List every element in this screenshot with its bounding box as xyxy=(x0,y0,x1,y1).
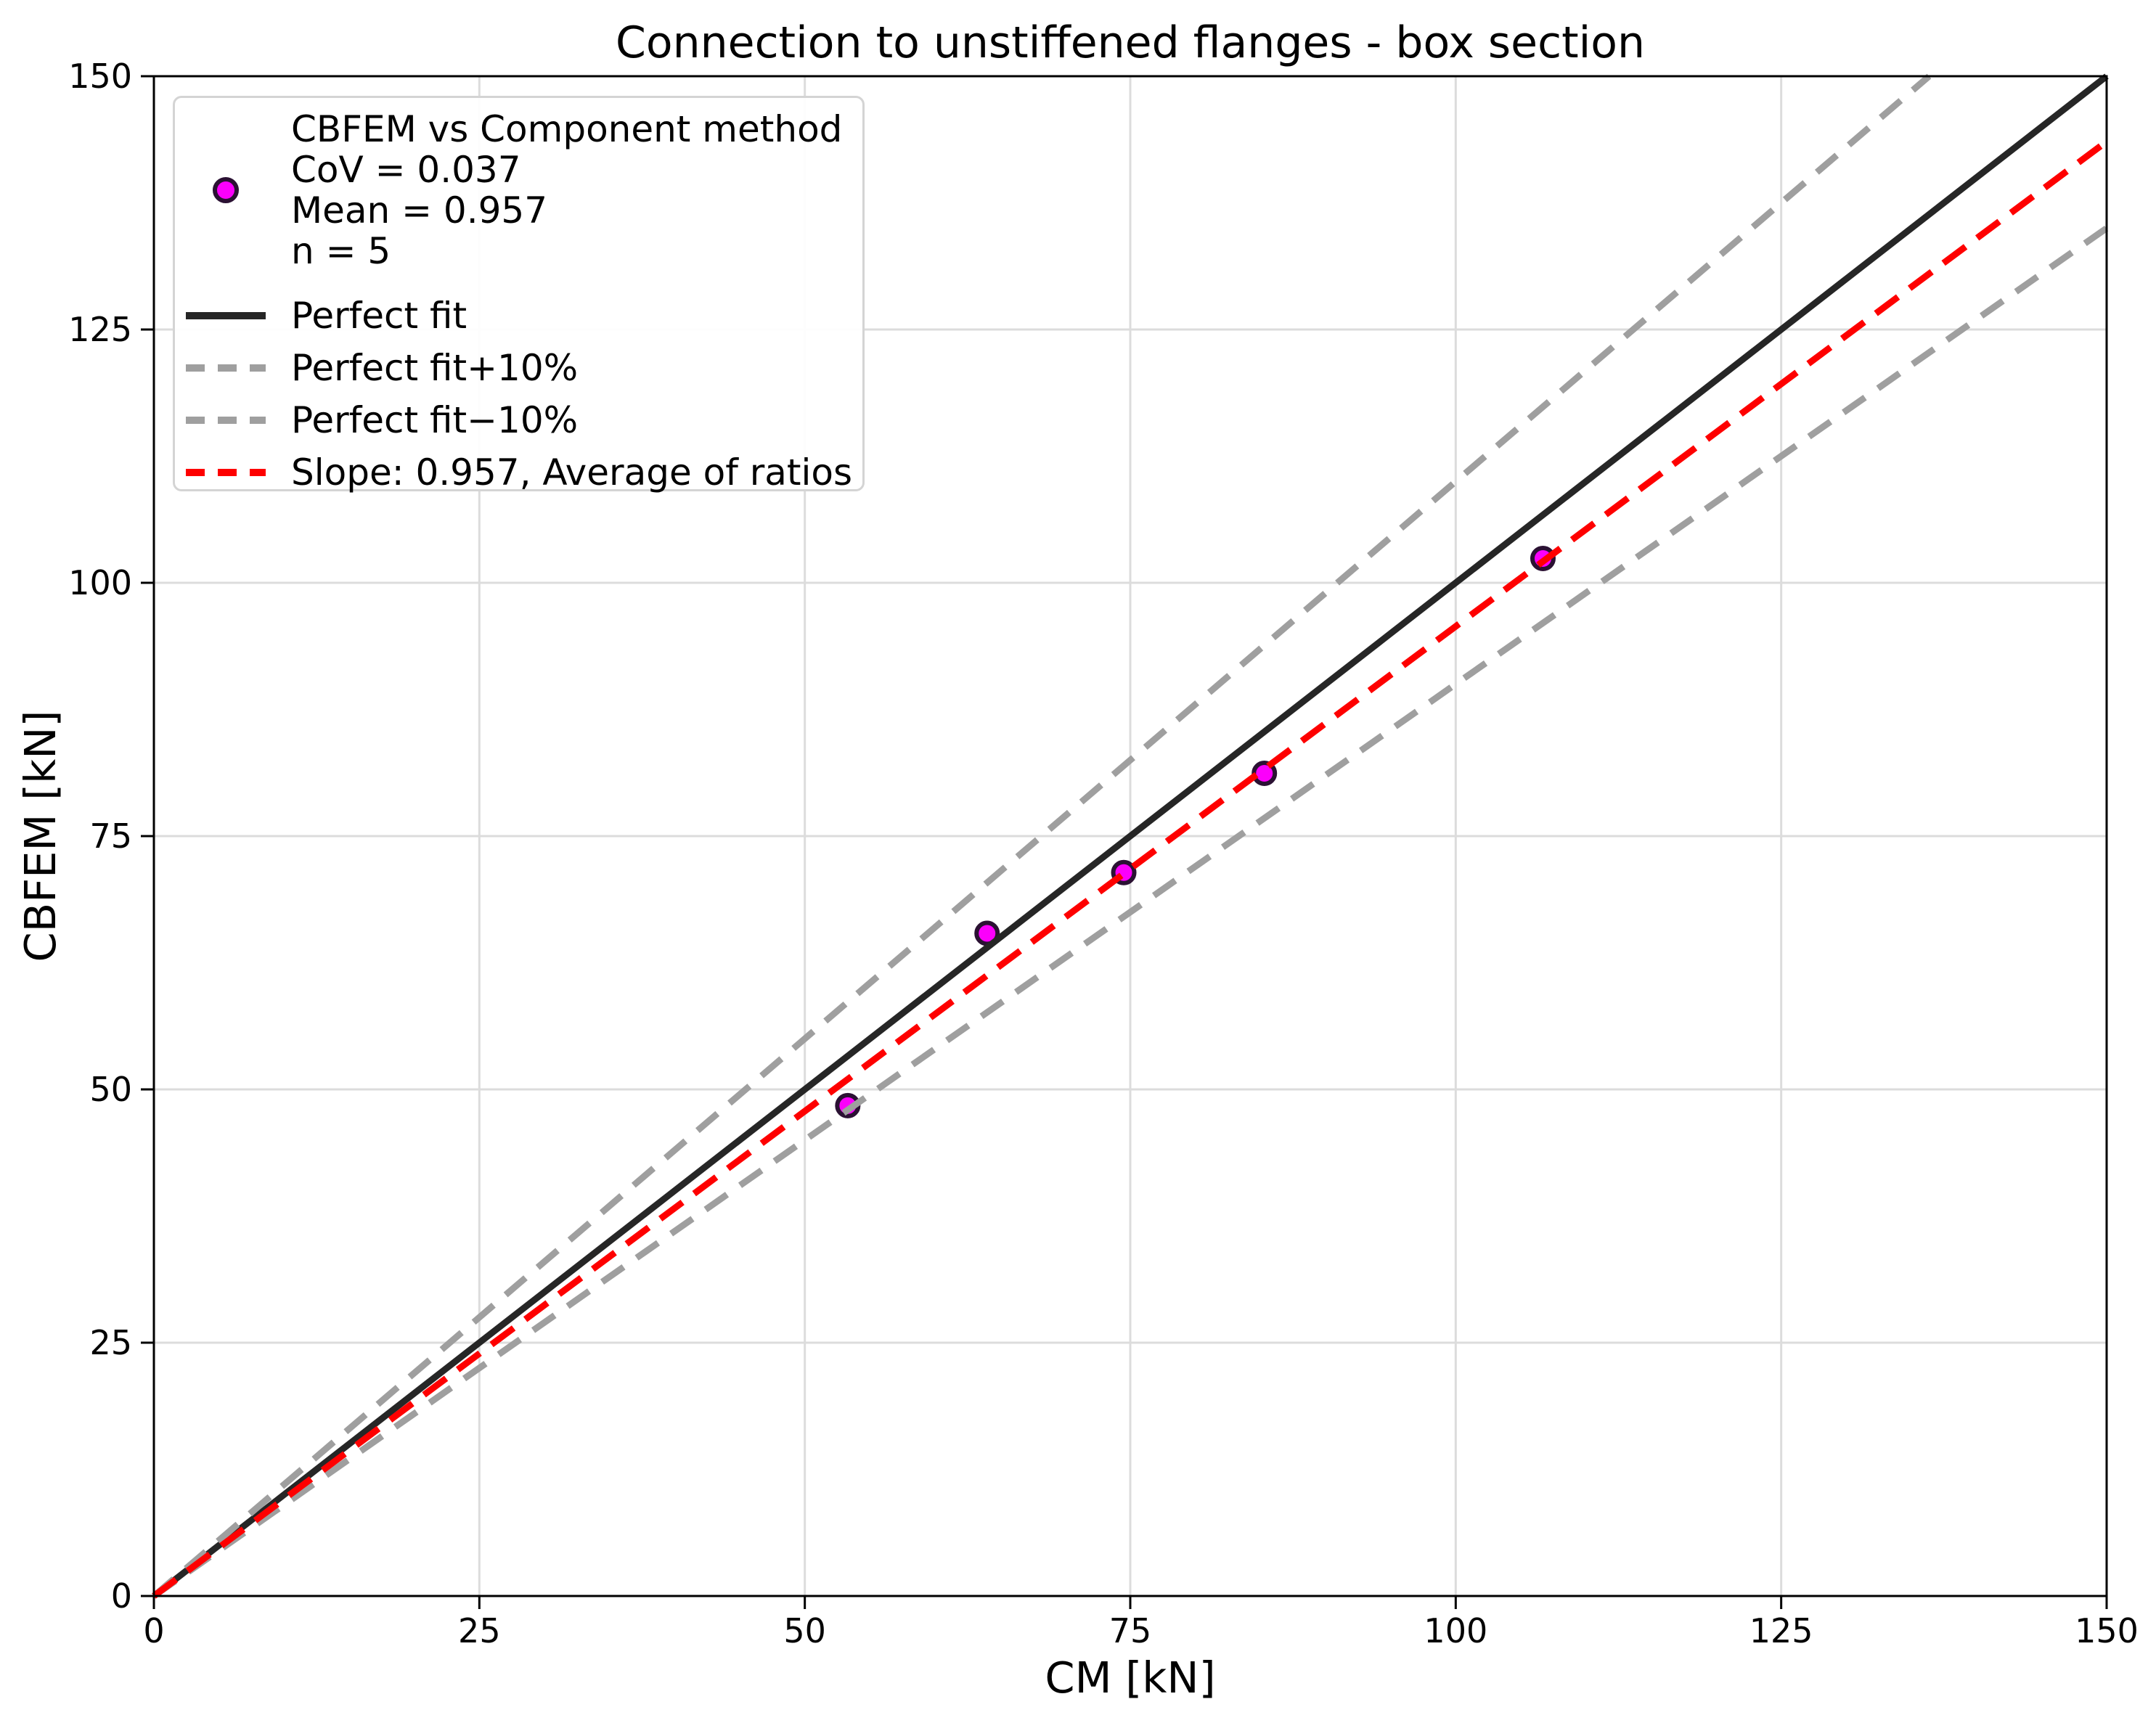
x-tick-label: 125 xyxy=(1749,1611,1813,1650)
legend-entry-slope: Slope: 0.957, Average of ratios xyxy=(186,446,855,499)
legend-handle-minus10 xyxy=(186,417,266,424)
y-tick-label: 25 xyxy=(89,1323,132,1362)
legend: CBFEM vs Component method CoV = 0.037 Me… xyxy=(173,96,865,494)
x-tick-label: 25 xyxy=(458,1611,501,1650)
legend-plus10-label: Perfect fit+10% xyxy=(291,347,579,389)
y-tick-label: 0 xyxy=(111,1576,132,1616)
x-tick-label: 50 xyxy=(783,1611,826,1650)
solid-line-icon xyxy=(186,312,266,319)
dashed-red-line-icon xyxy=(186,469,266,476)
legend-handle-scatter xyxy=(186,177,266,203)
y-tick-label: 50 xyxy=(89,1070,132,1109)
fit-line xyxy=(152,139,2109,1599)
legend-entry-minus10: Perfect fit−10% xyxy=(186,394,855,446)
fit-line xyxy=(152,73,1932,1599)
chart-title: Connection to unstiffened flanges - box … xyxy=(616,17,1645,68)
legend-mean-value: Mean = 0.957 xyxy=(291,189,548,232)
legend-handle-perfect-fit xyxy=(186,312,266,319)
legend-perfect-fit-label: Perfect fit xyxy=(291,295,467,337)
y-tick-label: 75 xyxy=(89,817,132,856)
legend-handle-plus10 xyxy=(186,364,266,372)
legend-entry-scatter: CBFEM vs Component method CoV = 0.037 Me… xyxy=(186,108,855,272)
legend-scatter-text: CBFEM vs Component method CoV = 0.037 Me… xyxy=(291,109,842,271)
legend-handle-slope xyxy=(186,469,266,476)
y-axis-label: CBFEM [kN] xyxy=(15,711,65,962)
legend-entry-plus10: Perfect fit+10% xyxy=(186,342,855,394)
legend-n-value: n = 5 xyxy=(291,230,391,272)
legend-cov-value: CoV = 0.037 xyxy=(291,149,521,191)
x-tick-label: 0 xyxy=(143,1611,164,1650)
y-tick-label: 150 xyxy=(68,57,132,96)
legend-slope-label: Slope: 0.957, Average of ratios xyxy=(291,451,853,494)
scatter-marker-icon xyxy=(213,177,239,203)
dashed-gray-line-icon xyxy=(186,364,266,372)
fit-line xyxy=(152,225,2109,1599)
x-axis-label: CM [kN] xyxy=(1045,1653,1215,1703)
x-tick-label: 150 xyxy=(2075,1611,2139,1650)
legend-series-label: CBFEM vs Component method xyxy=(291,108,843,150)
fit-line xyxy=(152,73,2109,1599)
y-tick-label: 125 xyxy=(68,310,132,349)
y-tick-label: 100 xyxy=(68,563,132,602)
x-tick-label: 75 xyxy=(1109,1611,1152,1650)
x-tick-label: 100 xyxy=(1424,1611,1487,1650)
legend-minus10-label: Perfect fit−10% xyxy=(291,399,579,441)
dashed-gray-line-icon xyxy=(186,417,266,424)
legend-entry-perfect-fit: Perfect fit xyxy=(186,290,855,342)
